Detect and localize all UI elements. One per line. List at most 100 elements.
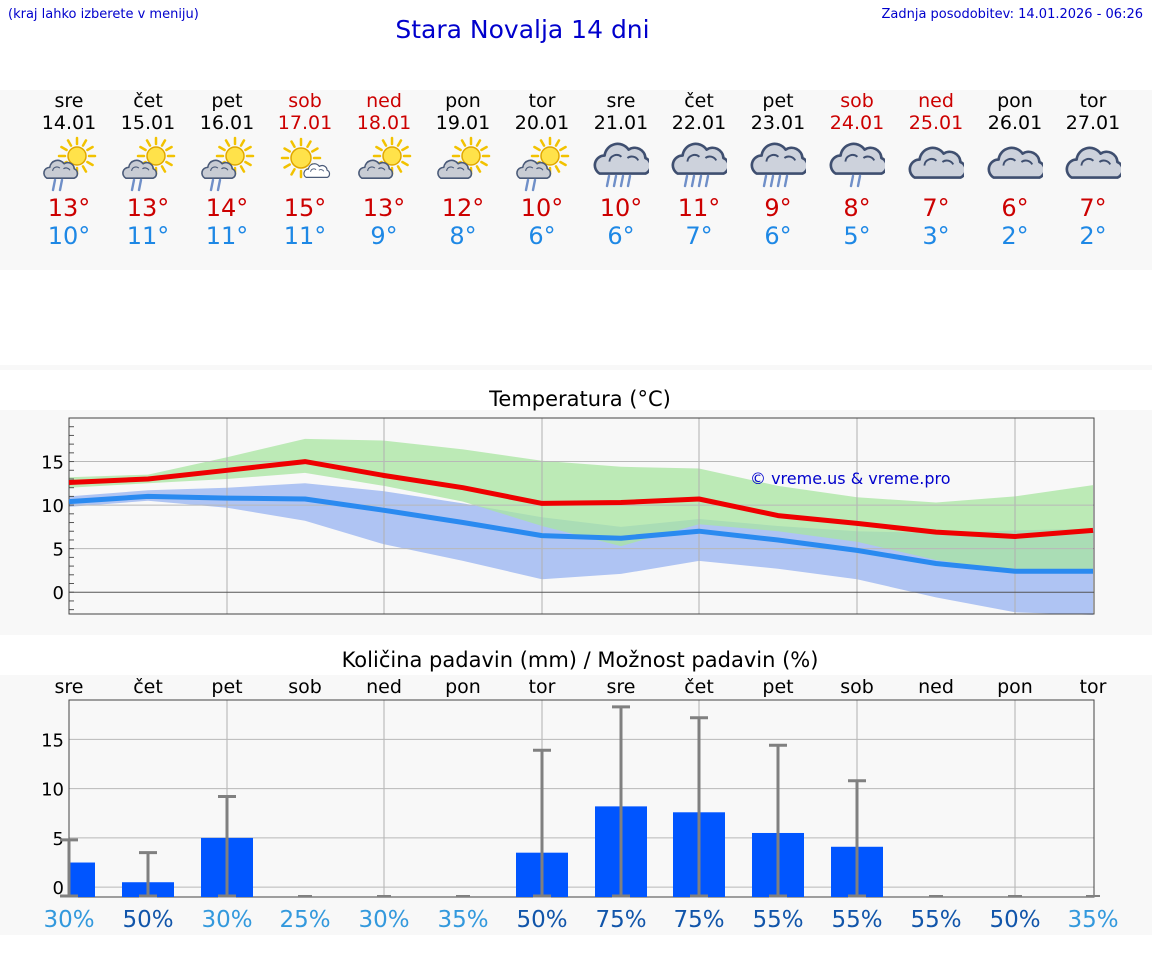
precip-probability: 50% bbox=[989, 907, 1040, 933]
last-updated: Zadnja posodobitev: 14.01.2026 - 06:26 bbox=[881, 7, 1143, 22]
precip-probability: 75% bbox=[673, 907, 724, 933]
sun-cloud-rain-icon bbox=[122, 136, 176, 192]
cloud-detail bbox=[310, 168, 325, 173]
precip-probability: 30% bbox=[358, 907, 409, 933]
cloud bbox=[358, 159, 394, 179]
min-temperature: 3° bbox=[922, 222, 950, 250]
day-column: sre 14.01 13° 10° bbox=[29, 90, 109, 250]
max-temperature: 10° bbox=[599, 194, 643, 222]
min-temperature: 11° bbox=[126, 222, 170, 250]
day-name: čet bbox=[133, 90, 163, 112]
sun-cloud-icon bbox=[437, 136, 491, 179]
sun-ray bbox=[306, 140, 312, 148]
min-temperature: 2° bbox=[1001, 222, 1029, 250]
cloud-heavy-rain-icon bbox=[750, 142, 806, 188]
day-date: 22.01 bbox=[671, 112, 727, 134]
day-date: 21.01 bbox=[593, 112, 649, 134]
sun-ray bbox=[86, 145, 94, 152]
cloud-shape bbox=[122, 159, 158, 179]
max-temperature: 15° bbox=[283, 194, 327, 222]
day-name: sre bbox=[54, 90, 84, 112]
min-temperature: 11° bbox=[205, 222, 249, 250]
sun-ray bbox=[475, 139, 482, 147]
raindrop bbox=[605, 174, 611, 188]
day-column: pet 23.01 9° 6° bbox=[738, 90, 818, 250]
cloud-heavy-rain-icon bbox=[671, 142, 727, 188]
precip-probability: 35% bbox=[1067, 907, 1118, 933]
sun-ray bbox=[554, 165, 561, 173]
max-temperature: 13° bbox=[47, 194, 91, 222]
precip-probability: 35% bbox=[437, 907, 488, 933]
cloud-shape bbox=[358, 159, 394, 179]
cloud-detail bbox=[367, 166, 386, 172]
sun-ray bbox=[244, 160, 252, 167]
precipitation-chart-title: Količina padavin (mm) / Možnost padavin … bbox=[341, 648, 819, 672]
cloud-detail bbox=[210, 166, 229, 172]
sun-ray bbox=[559, 160, 567, 167]
precip-probability: 55% bbox=[752, 907, 803, 933]
sun-disc bbox=[290, 147, 312, 169]
max-temperature: 7° bbox=[1079, 194, 1107, 222]
cloud-icon bbox=[1065, 146, 1121, 179]
sun-ray bbox=[165, 160, 173, 167]
rain bbox=[683, 174, 710, 188]
precip-day-label: tor bbox=[1080, 676, 1107, 698]
day-name: pet bbox=[211, 90, 243, 112]
raindrop bbox=[704, 174, 710, 188]
precip-probability: 50% bbox=[122, 907, 173, 933]
precip-probability: 75% bbox=[595, 907, 646, 933]
sun-ray bbox=[86, 160, 94, 167]
sun-cloud-rain-icon bbox=[201, 136, 255, 192]
cloud-detail bbox=[844, 154, 876, 162]
day-date: 27.01 bbox=[1065, 112, 1121, 134]
y-tick-label: 15 bbox=[41, 730, 64, 751]
day-column: čet 15.01 13° 11° bbox=[108, 90, 188, 250]
cloud bbox=[43, 159, 79, 179]
sun-cloud-rain-icon bbox=[43, 136, 97, 192]
day-column: ned 18.01 13° 9° bbox=[344, 90, 424, 250]
sun-ray bbox=[480, 160, 488, 167]
day-column: sob 24.01 8° 5° bbox=[817, 90, 897, 250]
max-temperature: 10° bbox=[520, 194, 564, 222]
cloud bbox=[671, 142, 727, 175]
cloud-light-rain-icon bbox=[829, 142, 885, 188]
max-temperature: 12° bbox=[441, 194, 485, 222]
raindrop bbox=[626, 174, 632, 188]
y-tick-label: 15 bbox=[41, 453, 64, 474]
cloud-shape bbox=[987, 146, 1043, 179]
precip-day-label: sre bbox=[607, 676, 636, 698]
cloud-shape bbox=[671, 142, 727, 175]
rain bbox=[209, 178, 222, 192]
sun-ray bbox=[239, 139, 246, 147]
max-temperature: 7° bbox=[922, 194, 950, 222]
watermark: © vreme.us & vreme.pro bbox=[750, 469, 951, 488]
day-name: sob bbox=[840, 90, 874, 112]
sun-ray bbox=[81, 165, 88, 173]
y-tick-label: 5 bbox=[53, 540, 64, 561]
day-column: ned 25.01 7° 3° bbox=[896, 90, 976, 250]
sun-ray bbox=[381, 139, 388, 147]
day-name: pon bbox=[997, 90, 1033, 112]
day-date: 15.01 bbox=[120, 112, 176, 134]
precip-day-label: pon bbox=[445, 676, 481, 698]
day-date: 20.01 bbox=[514, 112, 570, 134]
sun bbox=[372, 136, 412, 176]
cloud-detail bbox=[1080, 158, 1112, 166]
location-menu-hint: (kraj lahko izberete v meniju) bbox=[8, 7, 199, 22]
cloud-heavy-rain-icon bbox=[593, 142, 649, 188]
sun-cloud-icon bbox=[358, 136, 412, 179]
day-name: ned bbox=[366, 90, 402, 112]
y-tick-label: 0 bbox=[53, 878, 64, 899]
min-temperature: 11° bbox=[283, 222, 327, 250]
y-tick-label: 10 bbox=[41, 496, 64, 517]
cloud-shape bbox=[201, 159, 237, 179]
day-date: 18.01 bbox=[356, 112, 412, 134]
raindrop bbox=[762, 174, 768, 188]
precip-plot-frame bbox=[68, 699, 1095, 898]
raindrop bbox=[216, 178, 222, 192]
sun-disc bbox=[225, 146, 245, 166]
cloud-detail bbox=[765, 154, 797, 162]
sun-ray bbox=[160, 139, 167, 147]
precip-day-label: čet bbox=[684, 676, 714, 698]
precip-bar bbox=[69, 862, 95, 897]
